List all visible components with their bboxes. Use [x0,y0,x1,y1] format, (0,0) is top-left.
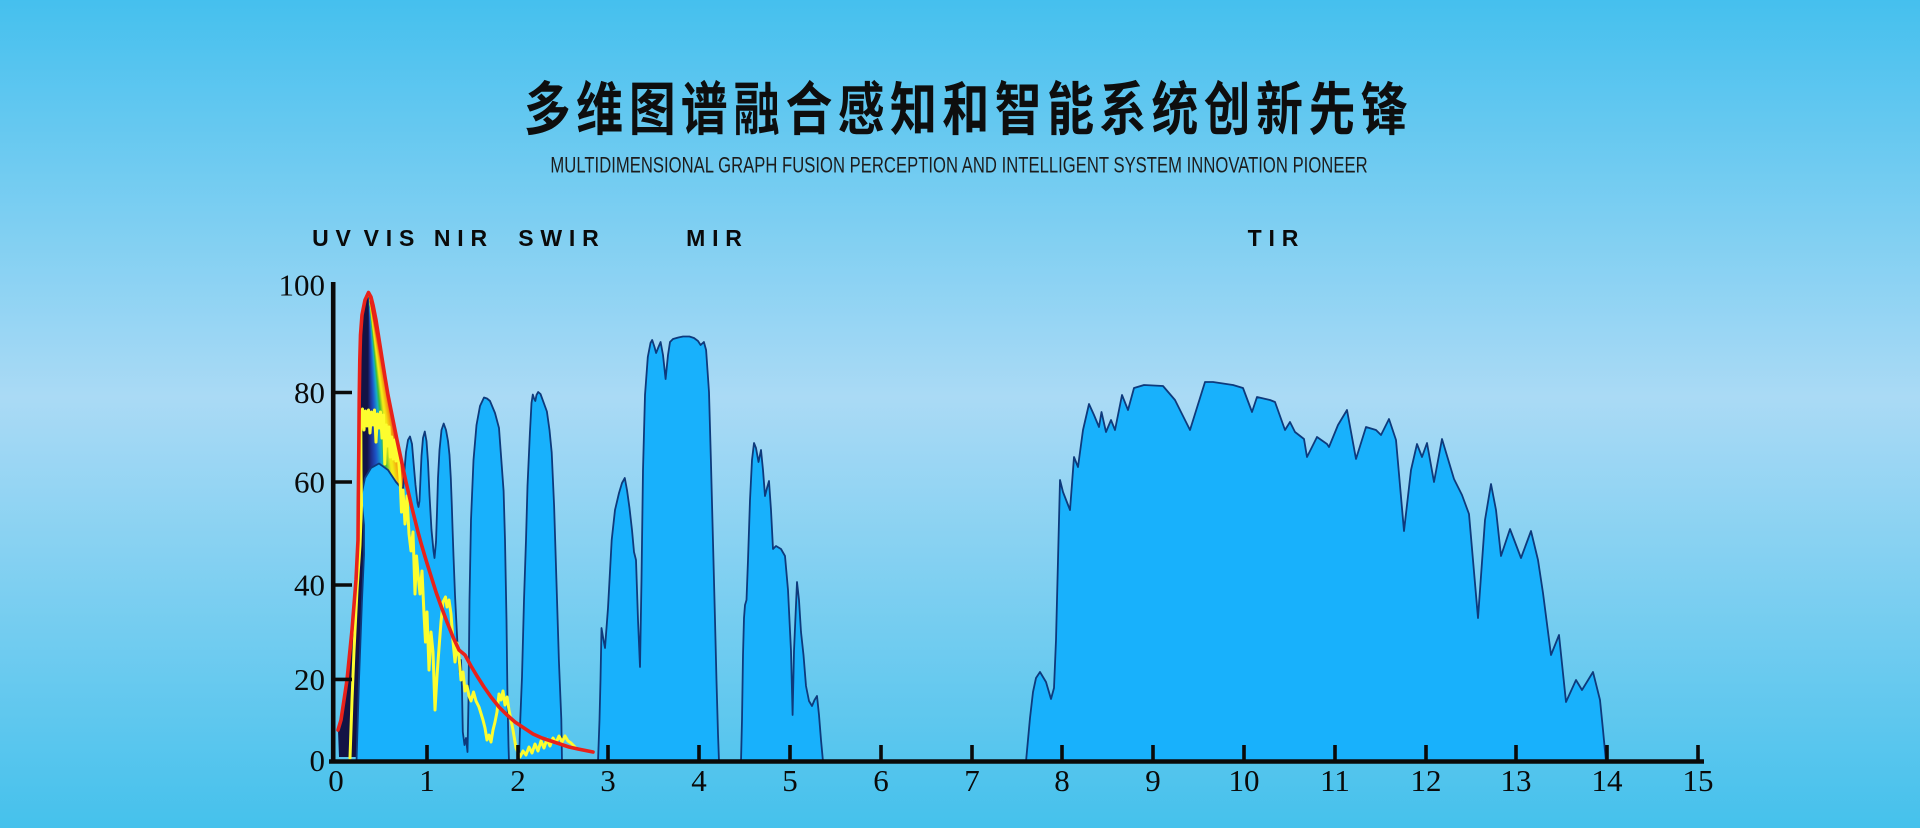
svg-text:2: 2 [510,763,526,798]
svg-text:0: 0 [310,743,326,778]
svg-text:10: 10 [1229,763,1260,798]
svg-text:TIR: TIR [1248,225,1305,251]
svg-text:1: 1 [419,763,435,798]
svg-text:7: 7 [964,763,980,798]
svg-text:14: 14 [1592,763,1624,798]
svg-text:3: 3 [600,763,616,798]
svg-text:8: 8 [1054,763,1070,798]
svg-text:SWIR: SWIR [518,225,605,251]
svg-text:60: 60 [294,465,325,500]
svg-text:4: 4 [691,763,707,798]
svg-text:6: 6 [873,763,889,798]
svg-text:0: 0 [328,763,344,798]
svg-text:80: 80 [294,375,325,410]
svg-text:40: 40 [294,568,325,603]
svg-text:MULTIDIMENSIONAL GRAPH FUSION: MULTIDIMENSIONAL GRAPH FUSION PERCEPTION… [550,153,1367,178]
svg-text:5: 5 [782,763,798,798]
svg-text:15: 15 [1683,763,1714,798]
svg-text:20: 20 [294,662,325,697]
svg-text:9: 9 [1145,763,1161,798]
svg-text:MIR: MIR [686,225,749,251]
svg-text:11: 11 [1320,763,1350,798]
svg-text:VIS: VIS [364,225,421,251]
svg-text:13: 13 [1501,763,1532,798]
svg-text:12: 12 [1411,763,1442,798]
svg-text:UV: UV [312,225,358,251]
svg-text:100: 100 [279,268,326,303]
svg-text:NIR: NIR [434,225,494,251]
